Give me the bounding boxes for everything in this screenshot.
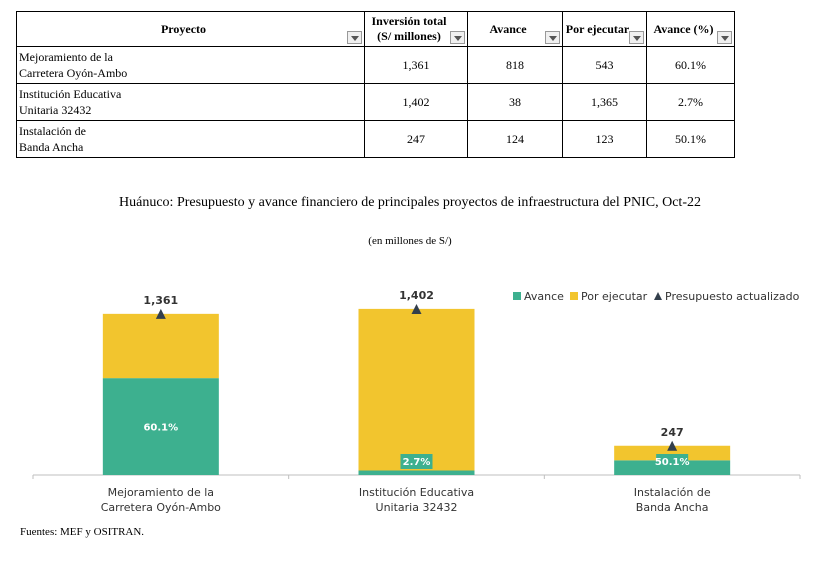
column-header-sublabel: (S/ millones) [377, 29, 441, 43]
value-cell-total: 1,402 [364, 83, 468, 121]
total-data-label: 1,361 [143, 294, 178, 307]
pct-label-box [400, 454, 433, 469]
filter-dropdown-icon[interactable] [545, 31, 560, 44]
column-header-label: Avance (%) [653, 21, 714, 36]
value-cell-por-ejecutar: 123 [562, 120, 647, 158]
value-cell-pct: 50.1% [646, 120, 735, 158]
project-name-line: Unitaria 32432 [19, 103, 92, 117]
column-header-label: Proyecto [160, 21, 207, 36]
value-cell-avance: 818 [467, 46, 563, 84]
project-name-line: Institución Educativa [19, 87, 122, 101]
value-cell-avance: 38 [467, 83, 563, 121]
value-cell-avance: 124 [467, 120, 563, 158]
project-name-line: Carretera Oyón-Ambo [19, 66, 128, 80]
project-name-cell: Institución Educativa Unitaria 32432 [16, 83, 365, 121]
project-name-cell: Instalación de Banda Ancha [16, 120, 365, 158]
table-header-row: Proyecto Inversión total (S/ millones) Avan… [16, 11, 735, 47]
total-data-label: 247 [661, 426, 684, 439]
pct-data-label: 50.1% [655, 457, 690, 468]
category-tick-label: Unitaria 32432 [376, 501, 458, 514]
legend-swatch-por-ejecutar [570, 292, 578, 300]
category-tick-label: Banda Ancha [636, 501, 709, 514]
value-cell-total: 247 [364, 120, 468, 158]
bar-avance [358, 470, 475, 475]
column-header: Por ejecutar [562, 11, 647, 47]
presupuesto-marker [667, 440, 678, 451]
filter-dropdown-icon[interactable] [347, 31, 362, 44]
pct-label-box [656, 454, 689, 469]
project-name-line: Mejoramiento de la [19, 50, 113, 64]
column-header-label: Avance [489, 21, 527, 36]
data-table: Proyecto Inversión total (S/ millones) Avan… [16, 11, 735, 158]
legend-marker-presupuesto [654, 292, 662, 300]
table-row: Mejoramiento de la Carretera Oyón-Ambo 1,3… [16, 46, 735, 84]
value-cell-por-ejecutar: 543 [562, 46, 647, 84]
bar-por-ejecutar [614, 445, 731, 461]
pct-data-label: 2.7% [403, 457, 431, 468]
category-tick-label: Institución Educativa [359, 486, 474, 499]
column-header: Avance (%) [646, 11, 735, 47]
chart-title: Huánuco: Presupuesto y avance financiero… [119, 195, 701, 210]
column-header-label: Inversión total [371, 14, 447, 28]
filter-dropdown-icon[interactable] [629, 31, 644, 44]
legend-label: Avance [524, 290, 564, 303]
presupuesto-marker [411, 304, 422, 314]
table-row: Instalación de Banda Ancha 247 124 123 50.1% [16, 120, 735, 158]
project-name-cell: Mejoramiento de la Carretera Oyón-Ambo [16, 46, 365, 84]
chart-subtitle: (en millones de S/) [368, 235, 452, 247]
pct-data-label: 60.1% [143, 423, 178, 434]
column-header: Proyecto [16, 11, 365, 47]
column-header: Inversión total (S/ millones) [364, 11, 468, 47]
value-cell-pct: 60.1% [646, 46, 735, 84]
source-note: Fuentes: MEF y OSITRAN. [20, 526, 145, 538]
legend-swatch-avance [513, 292, 521, 300]
value-cell-total: 1,361 [364, 46, 468, 84]
project-name-line: Instalación de [19, 124, 86, 138]
total-data-label: 1,402 [399, 289, 434, 302]
filter-dropdown-icon[interactable] [450, 31, 465, 44]
presupuesto-marker [155, 308, 166, 319]
column-header-label: Por ejecutar [565, 21, 630, 36]
bar-avance [102, 378, 219, 475]
table-row: Institución Educativa Unitaria 32432 1,402… [16, 83, 735, 121]
project-name-line: Banda Ancha [19, 140, 84, 154]
filter-dropdown-icon[interactable] [717, 31, 732, 44]
column-header: Avance [467, 11, 563, 47]
category-tick-label: Carretera Oyón-Ambo [101, 501, 221, 514]
table-body: Mejoramiento de la Carretera Oyón-Ambo 1,3… [16, 46, 735, 158]
legend-label: Por ejecutar [581, 290, 648, 303]
category-tick-label: Mejoramiento de la [108, 486, 214, 499]
bar-por-ejecutar [102, 313, 219, 379]
legend-label: Presupuesto actualizado [665, 290, 800, 303]
category-tick-label: Instalación de [634, 486, 711, 499]
bar-por-ejecutar [358, 308, 475, 471]
